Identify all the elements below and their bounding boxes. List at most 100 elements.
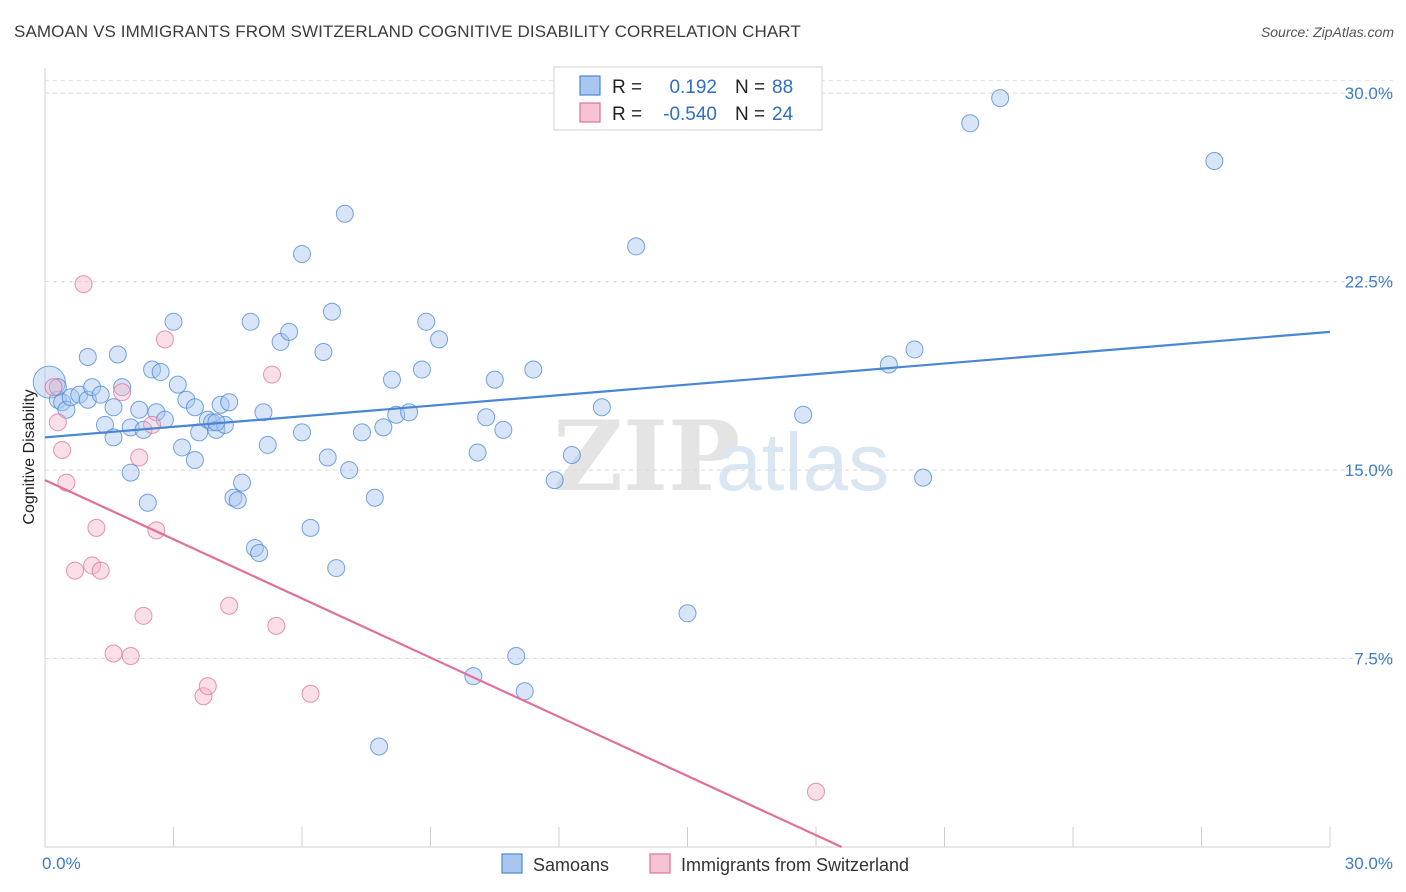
switzerland-point-12 — [130, 448, 149, 467]
samoan-point-14 — [108, 345, 127, 364]
samoan-point-23 — [151, 363, 170, 382]
switzerland-point-3 — [57, 473, 76, 492]
switzerland-point-2 — [53, 440, 72, 459]
samoan-point-47 — [280, 322, 299, 341]
trend-lines — [44, 330, 1331, 848]
samoan-point-78 — [627, 237, 646, 256]
samoan-point-75 — [545, 471, 564, 490]
switzerland-point-8 — [91, 561, 110, 580]
samoan-point-25 — [164, 312, 183, 331]
samoan-point-34 — [207, 420, 226, 439]
samoan-point-60 — [374, 418, 393, 437]
samoan-point-41 — [241, 312, 260, 331]
samoan-point-48 — [293, 423, 311, 442]
chart-title: SAMOAN VS IMMIGRANTS FROM SWITZERLAND CO… — [14, 22, 801, 41]
samoan-point-59 — [370, 737, 389, 756]
samoan-point-40 — [233, 473, 252, 492]
y-tick-label-3: 30.0% — [1345, 84, 1393, 103]
axes — [44, 68, 1331, 848]
samoan-point-68 — [468, 443, 487, 462]
samoan-point-2 — [48, 378, 67, 397]
samoan-point-53 — [322, 302, 341, 321]
series-legend: Samoans Immigrants from Switzerland — [501, 853, 909, 875]
samoan-point-20 — [138, 493, 157, 512]
switzerland-point-20 — [263, 365, 282, 384]
samoan-point-43 — [250, 543, 269, 562]
samoan-point-69 — [477, 408, 496, 427]
samoan-point-29 — [185, 451, 204, 470]
samoan-point-61 — [382, 370, 401, 389]
samoan-point-67 — [464, 667, 483, 686]
x-tick-max: 30.0% — [1345, 854, 1393, 873]
samoan-point-83 — [914, 468, 933, 487]
legend-r-label-2: R = — [612, 104, 642, 125]
samoan-point-10 — [91, 385, 110, 404]
samoan-point-37 — [220, 393, 239, 412]
y-tick-label-1: 15.0% — [1345, 461, 1393, 480]
source-label: Source: ZipAtlas.com — [1260, 24, 1394, 40]
samoan-point-30 — [185, 398, 204, 417]
samoan-point-50 — [301, 518, 320, 537]
samoan-point-26 — [168, 375, 187, 394]
legend-r-value-1: 0.192 — [669, 77, 717, 98]
samoan-point-49 — [293, 244, 311, 263]
switzerland-points — [44, 275, 825, 801]
switzerland-point-11 — [121, 647, 140, 666]
samoan-point-45 — [258, 435, 277, 454]
samoan-point-74 — [524, 360, 543, 379]
series-label-switzerland: Immigrants from Switzerland — [681, 855, 909, 875]
samoan-point-18 — [130, 400, 149, 419]
samoan-point-55 — [335, 204, 354, 223]
switzerland-point-18 — [198, 677, 217, 696]
samoan-point-65 — [417, 312, 436, 331]
x-tick-min: 0.0% — [42, 854, 81, 873]
samoan-point-58 — [365, 488, 384, 507]
samoans-trend-line — [44, 330, 1331, 439]
series-swatch-switzerland — [649, 853, 671, 874]
switzerland-point-7 — [87, 518, 106, 537]
samoan-point-51 — [314, 342, 333, 361]
switzerland-point-17 — [194, 687, 213, 706]
y-tick-label-0: 7.5% — [1354, 650, 1393, 669]
switzerland-point-0 — [44, 378, 63, 397]
correlation-legend: R = 0.192 N = 88 R = -0.540 N = 24 — [553, 66, 823, 131]
switzerland-point-9 — [104, 644, 123, 663]
watermark-atlas: atlas — [716, 417, 889, 508]
samoan-point-76 — [562, 445, 581, 464]
watermark-zip: ZIP — [553, 400, 740, 513]
switzerland-point-1 — [48, 413, 67, 432]
samoan-point-27 — [173, 438, 192, 457]
y-tick-labels: 7.5% 15.0% 22.5% 30.0% — [1345, 84, 1393, 668]
samoan-point-73 — [515, 682, 534, 701]
switzerland-point-22 — [301, 684, 320, 703]
samoan-point-81 — [879, 355, 898, 374]
samoan-point-15 — [113, 378, 132, 397]
samoan-point-64 — [412, 360, 431, 379]
legend-n-label-2: N = — [735, 104, 765, 125]
legend-r-value-2: -0.540 — [663, 104, 717, 125]
legend-n-label-1: N = — [735, 77, 765, 98]
switzerland-point-23 — [807, 782, 825, 801]
switzerland-point-10 — [113, 383, 132, 402]
samoan-point-85 — [991, 89, 1010, 108]
legend-n-value-1: 88 — [772, 77, 793, 98]
samoan-point-12 — [104, 398, 123, 417]
samoan-point-54 — [327, 559, 346, 578]
switzerland-point-16 — [155, 330, 174, 349]
samoan-point-82 — [905, 340, 924, 359]
switzerland-point-19 — [220, 596, 239, 615]
samoan-point-66 — [430, 330, 449, 349]
switzerland-point-4 — [65, 561, 84, 580]
samoan-point-79 — [678, 604, 697, 623]
legend-swatch-blue — [579, 75, 601, 96]
switzerland-point-14 — [143, 415, 162, 434]
grid-lines — [45, 80, 1393, 660]
samoan-point-52 — [318, 448, 337, 467]
samoan-point-77 — [592, 398, 611, 417]
y-axis-label: Cognitive Disability — [21, 389, 38, 524]
legend-n-value-2: 24 — [772, 104, 794, 125]
legend-swatch-pink — [579, 102, 601, 123]
samoan-point-17 — [121, 463, 140, 482]
samoan-point-84 — [961, 114, 980, 133]
legend-r-label-1: R = — [612, 77, 642, 98]
